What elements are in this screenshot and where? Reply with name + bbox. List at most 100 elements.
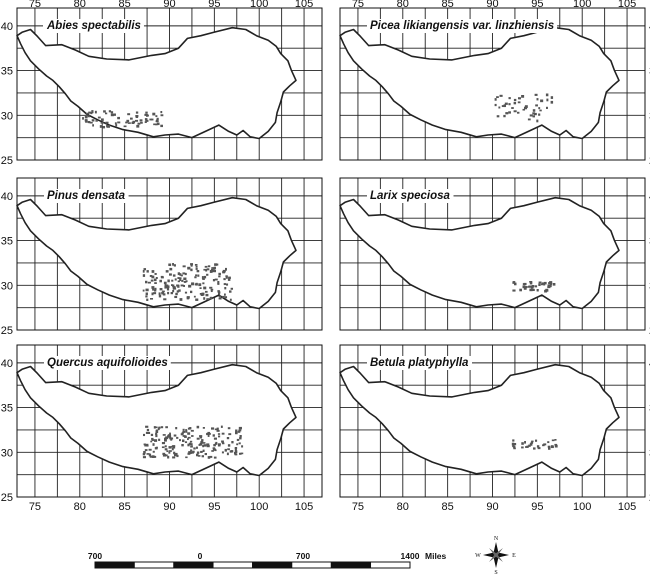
occurrence-dot (125, 121, 128, 124)
occurrence-dot (200, 450, 203, 453)
occurrence-dot (219, 295, 222, 298)
occurrence-dot (149, 118, 152, 121)
occurrence-dot (221, 442, 225, 445)
occurrence-dot (218, 297, 222, 300)
occurrence-dot (224, 287, 227, 290)
occurrence-dot (154, 289, 157, 292)
occurrence-dot (209, 296, 213, 300)
occurrence-dot (164, 437, 166, 440)
occurrence-dot (210, 289, 213, 293)
occurrence-dot (167, 434, 171, 437)
occurrence-dot (229, 298, 232, 301)
occurrence-dot (174, 453, 178, 457)
occurrence-dot (202, 427, 205, 429)
occurrence-dot (127, 113, 131, 116)
occurrence-dot (536, 98, 539, 101)
occurrence-dot (191, 283, 195, 286)
occurrence-dot (202, 445, 205, 448)
occurrence-dot (188, 442, 192, 445)
occurrence-dot (532, 112, 536, 115)
scale-bar-segment (370, 561, 411, 569)
occurrence-dot (536, 289, 539, 292)
occurrence-dot (135, 116, 139, 119)
occurrence-dot (528, 444, 531, 447)
occurrence-dot (145, 111, 148, 114)
occurrence-dot (195, 274, 198, 277)
occurrence-dot (182, 428, 185, 431)
occurrence-dot (166, 450, 169, 453)
occurrence-dot (149, 455, 153, 458)
occurrence-dot (143, 433, 146, 437)
occurrence-dot (213, 266, 216, 270)
occurrence-dot (182, 431, 186, 433)
x-tick-label: 75 (352, 501, 364, 513)
distribution-dots (142, 263, 234, 301)
occurrence-dot (503, 114, 506, 118)
occurrence-dot (541, 282, 545, 285)
occurrence-dot (532, 288, 535, 292)
occurrence-dot (196, 270, 200, 273)
occurrence-dot (206, 273, 209, 276)
occurrence-dot (151, 286, 155, 289)
occurrence-dot (105, 121, 109, 124)
occurrence-dot (183, 285, 186, 287)
occurrence-dot (202, 282, 205, 285)
occurrence-dot (225, 276, 228, 279)
occurrence-dot (547, 445, 551, 448)
scale-bar-segment (330, 561, 372, 569)
occurrence-dot (115, 124, 118, 127)
x-tick-label: 95 (531, 0, 543, 10)
occurrence-dot (201, 276, 204, 279)
occurrence-dot (538, 283, 541, 287)
occurrence-dot (164, 286, 167, 289)
occurrence-dot (172, 446, 176, 449)
occurrence-dot (167, 435, 169, 438)
occurrence-dot (529, 114, 533, 117)
occurrence-dot (153, 455, 157, 458)
occurrence-dot (208, 432, 211, 435)
occurrence-dot (238, 442, 241, 445)
occurrence-dot (142, 453, 146, 456)
occurrence-dot (167, 291, 170, 295)
occurrence-dot (165, 426, 168, 429)
occurrence-dot (195, 298, 199, 301)
occurrence-dot (167, 455, 170, 459)
occurrence-dot (499, 94, 503, 97)
occurrence-dot (524, 286, 527, 289)
occurrence-dot (203, 275, 207, 279)
occurrence-dot (152, 288, 155, 291)
occurrence-dot (554, 439, 557, 441)
scale-bar-frame (94, 561, 411, 569)
occurrence-dot (521, 95, 525, 98)
occurrence-dot (187, 427, 191, 430)
occurrence-dot (545, 93, 549, 97)
occurrence-dot (158, 292, 161, 296)
plateau-outline (339, 196, 620, 310)
compass-label: E (512, 553, 516, 559)
occurrence-dot (206, 443, 210, 447)
occurrence-dot (496, 115, 500, 118)
occurrence-dot (182, 272, 186, 275)
panel-title-bg (367, 189, 454, 203)
occurrence-dot (517, 101, 521, 104)
occurrence-dot (143, 451, 146, 454)
occurrence-dot (552, 283, 556, 286)
occurrence-dot (136, 124, 140, 128)
occurrence-dot (199, 287, 202, 290)
occurrence-dot (218, 272, 221, 276)
panels-layer: Abies spectabilis 75 80 85 90 95 100 105 40 35 30 2… (1, 0, 650, 513)
distribution-dots (511, 439, 558, 450)
occurrence-dot (508, 97, 511, 100)
y-tick-label: 25 (1, 155, 13, 167)
occurrence-dot (530, 441, 534, 444)
occurrence-dot (216, 429, 220, 432)
occurrence-dot (172, 284, 175, 287)
occurrence-dot (548, 284, 552, 288)
panel-frame (16, 177, 323, 331)
occurrence-dot (166, 285, 170, 289)
occurrence-dot (155, 277, 158, 279)
occurrence-dot (532, 115, 535, 118)
occurrence-dot (128, 122, 131, 124)
occurrence-dot (494, 98, 497, 101)
